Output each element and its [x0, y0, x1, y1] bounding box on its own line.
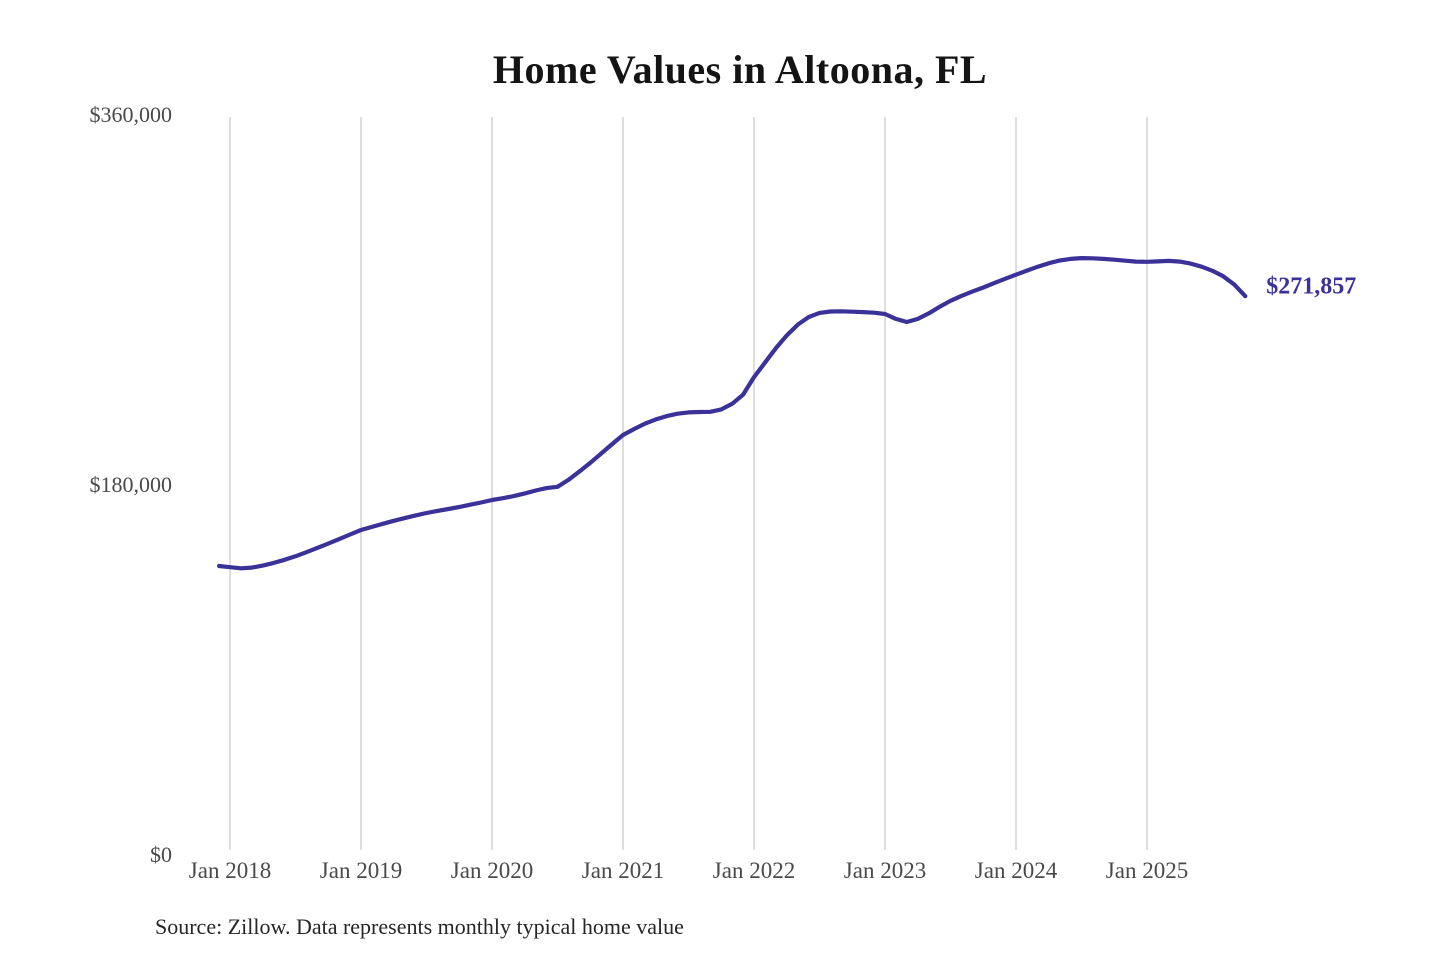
y-axis-label: $180,000	[89, 472, 173, 497]
x-axis-label: Jan 2023	[843, 858, 927, 883]
x-axis-label: Jan 2022	[712, 858, 796, 883]
home-values-line	[217, 256, 1248, 571]
x-axis-label: Jan 2024	[974, 858, 1058, 883]
x-axis-label: Jan 2020	[450, 858, 534, 883]
x-axis-label: Jan 2021	[581, 858, 665, 883]
y-axis-label: $360,000	[89, 102, 173, 127]
x-axis-label: Jan 2018	[188, 858, 272, 883]
chart-title: Home Values in Altoona, FL	[492, 47, 988, 92]
source-note: Source: Zillow. Data represents monthly …	[155, 914, 684, 939]
x-axis-label: Jan 2025	[1105, 858, 1189, 883]
gridlines	[229, 117, 1148, 850]
y-axis-label: $0	[150, 842, 172, 867]
current-value-label: $271,857	[1266, 273, 1357, 300]
x-axis-label: Jan 2019	[319, 858, 403, 883]
